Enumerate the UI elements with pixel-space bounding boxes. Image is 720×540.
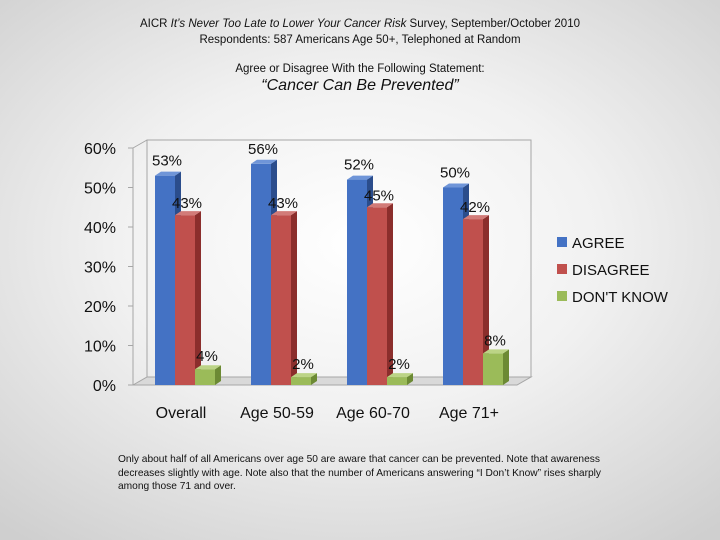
chart-title: “Cancer Can Be Prevented” (261, 77, 459, 94)
bar-side-1-2 (387, 203, 393, 385)
bar-top-2-1 (291, 373, 317, 378)
y-tick-label: 10% (84, 339, 116, 356)
data-label-1-3: 42% (460, 199, 490, 216)
bar-0-3 (443, 187, 463, 385)
data-label-0-2: 52% (344, 157, 374, 174)
legend-entry-1: DISAGREE (572, 262, 650, 279)
bar-1-3 (463, 219, 483, 385)
legend-entry-2: DON'T KNOW (572, 289, 669, 306)
y-tick-label: 40% (84, 220, 116, 237)
bar-top-1-1 (271, 211, 297, 216)
bar-side-2-1 (311, 373, 317, 385)
data-label-2-1: 2% (292, 356, 314, 373)
data-label-2-3: 8% (484, 332, 506, 349)
x-tick-label: Overall (156, 405, 207, 422)
data-label-1-1: 43% (268, 195, 298, 212)
data-label-1-0: 43% (172, 195, 202, 212)
bar-1-2 (367, 207, 387, 385)
statement-intro: Agree or Disagree With the Following Sta… (235, 63, 485, 75)
survey-prefix: AICR (139, 18, 171, 30)
x-tick-label: Age 60-70 (336, 405, 410, 422)
bar-top-2-3 (483, 349, 509, 354)
bar-top-0-1 (251, 159, 277, 164)
bar-top-2-2 (387, 373, 413, 378)
bar-1-0 (175, 215, 195, 385)
bar-top-1-0 (175, 211, 201, 216)
bar-side-2-0 (215, 365, 221, 385)
bar-2-2 (387, 377, 407, 385)
plot-side-edge (132, 139, 148, 149)
bar-top-2-0 (195, 365, 221, 370)
y-tick-label: 50% (84, 181, 116, 198)
bar-2-1 (291, 377, 311, 385)
data-label-0-3: 50% (440, 165, 470, 182)
respondents-line: Respondents: 587 Americans Age 50+, Tele… (199, 34, 521, 46)
legend-swatch-2 (557, 291, 567, 301)
survey-date: Survey, September/October 2010 (406, 18, 580, 30)
x-tick-label: Age 71+ (439, 405, 499, 422)
data-label-2-0: 4% (196, 348, 218, 365)
bar-side-2-3 (503, 349, 509, 385)
legend-entry-0: AGREE (572, 235, 625, 252)
survey-header: AICR It’s Never Too Late to Lower Your C… (0, 16, 720, 48)
y-tick-label: 20% (84, 299, 116, 316)
survey-title-line: AICR It’s Never Too Late to Lower Your C… (0, 16, 720, 32)
bar-2-0 (195, 369, 215, 385)
bar-top-1-3 (463, 215, 489, 220)
legend-swatch-1 (557, 264, 567, 274)
bar-top-0-3 (443, 183, 469, 188)
y-tick-label: 30% (84, 260, 116, 277)
bar-0-0 (155, 175, 175, 385)
bar-side-2-2 (407, 373, 413, 385)
bar-side-1-3 (483, 215, 489, 385)
bar-0-1 (251, 163, 271, 385)
bar-top-1-2 (367, 203, 393, 208)
data-label-0-0: 53% (152, 153, 182, 170)
y-tick-label: 60% (84, 141, 116, 158)
bar-2-3 (483, 353, 503, 385)
bar-side-1-0 (195, 211, 201, 385)
x-tick-label: Age 50-59 (240, 405, 314, 422)
data-label-1-2: 45% (364, 187, 394, 204)
data-label-0-1: 56% (248, 141, 278, 158)
bar-1-1 (271, 215, 291, 385)
survey-name: It’s Never Too Late to Lower Your Cancer… (170, 18, 407, 30)
y-tick-label: 0% (93, 378, 116, 395)
footnote: Only about half of all Americans over ag… (118, 454, 602, 492)
bar-top-0-0 (155, 171, 181, 176)
bar-0-2 (347, 179, 367, 385)
legend-swatch-0 (557, 237, 567, 247)
data-label-2-2: 2% (388, 356, 410, 373)
bar-side-1-1 (291, 211, 297, 385)
bar-top-0-2 (347, 175, 373, 180)
